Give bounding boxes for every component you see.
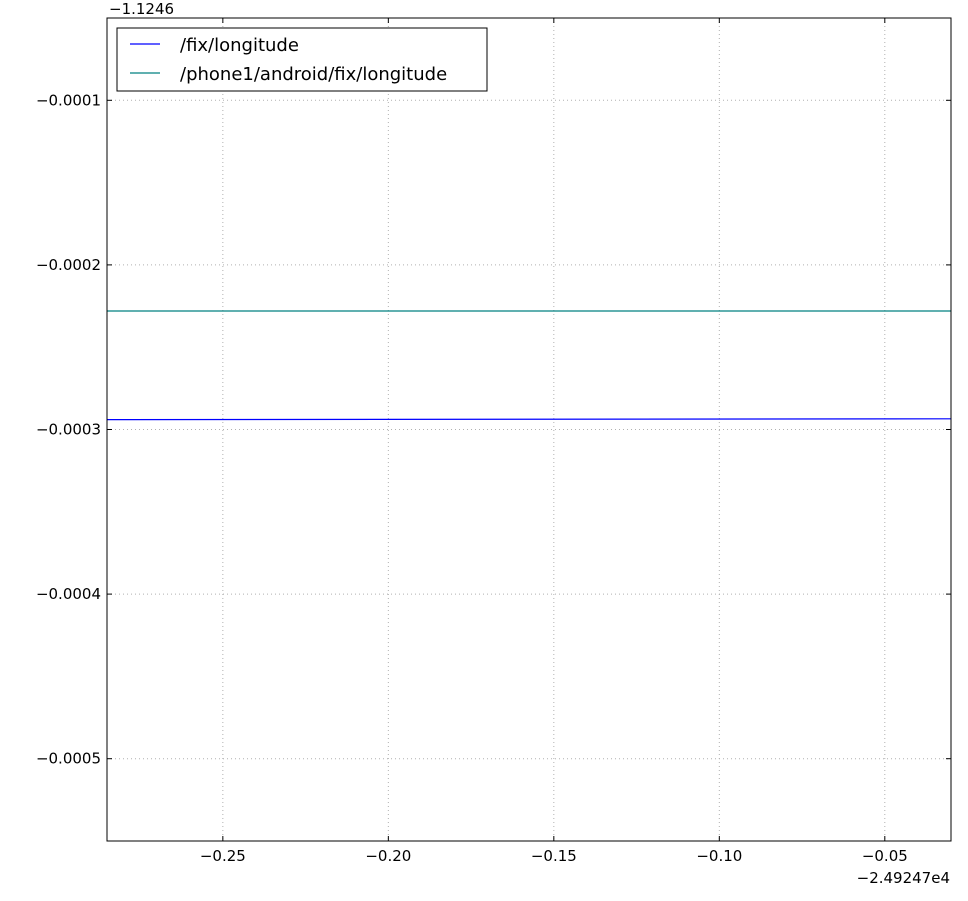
y-offset-label: −1.1246 [109, 0, 174, 18]
y-tick-label: −0.0003 [36, 421, 101, 439]
series-line-0 [106, 418, 952, 421]
legend: /fix/longitude /phone1/android/fix/longi… [116, 27, 488, 92]
plot-background [107, 18, 951, 841]
y-tick-label: −0.0001 [36, 91, 101, 109]
x-tick-label: −0.05 [862, 847, 908, 865]
plot-frame [106, 17, 952, 842]
x-tick-labels: −0.25 −0.20 −0.15 −0.10 −0.05 [200, 847, 908, 865]
x-tick-label: −0.20 [365, 847, 411, 865]
legend-label-fix-longitude: /fix/longitude [180, 35, 299, 56]
x-tick-label: −0.10 [696, 847, 742, 865]
x-offset-label: −2.49247e4 [857, 869, 950, 887]
x-tick-label: −0.25 [200, 847, 246, 865]
y-tick-label: −0.0004 [36, 585, 101, 603]
legend-box [116, 27, 488, 92]
y-tick-label: −0.0005 [36, 750, 101, 768]
y-tick-labels: −0.0001 −0.0002 −0.0003 −0.0004 −0.0005 [36, 91, 101, 767]
grid-lines [107, 18, 951, 841]
axis-ticks [107, 18, 951, 841]
legend-label-phone1-longitude: /phone1/android/fix/longitude [180, 64, 447, 85]
y-tick-label: −0.0002 [36, 256, 101, 274]
series-lines [106, 310, 952, 421]
x-tick-label: −0.15 [531, 847, 577, 865]
